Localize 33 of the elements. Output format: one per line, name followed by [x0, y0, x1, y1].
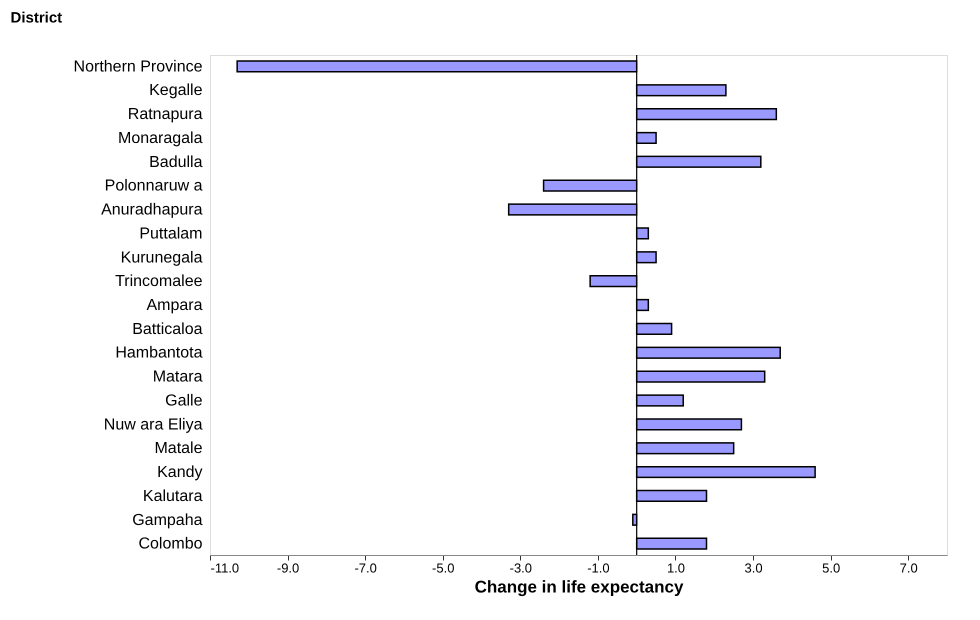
y-tick-label: Matara	[152, 368, 203, 386]
x-tick-label: 7.0	[900, 560, 918, 576]
y-tick-label: Nuw ara Eliya	[104, 416, 203, 434]
y-tick-label: Colombo	[138, 536, 203, 553]
y-tick-label: Anuradhapura	[101, 202, 203, 219]
y-tick-label: Kegalle	[149, 82, 203, 100]
x-tick-label: -9.0	[276, 560, 300, 576]
y-tick-label: Batticaloa	[132, 320, 203, 338]
y-tick-label: Puttalam	[139, 225, 202, 242]
x-tick-label: -3.0	[510, 560, 532, 576]
x-tick-label: -5.0	[432, 560, 454, 576]
y-tick-label: Ampara	[146, 297, 203, 314]
x-tick-label: -7.0	[354, 560, 377, 576]
y-tick-label: Hambantota	[115, 344, 203, 362]
y-tick-label: Kalutara	[142, 488, 203, 505]
x-tick-label: 1.0	[666, 560, 686, 576]
y-tick-label: Ratnapura	[128, 106, 203, 124]
x-tick-label: 3.0	[744, 560, 763, 576]
y-tick-label: Trincomalee	[115, 273, 203, 290]
y-tick-label: Badulla	[149, 154, 203, 171]
y-tick-label: Monaragala	[118, 130, 203, 147]
x-axis-title: Change in life expectancy	[474, 578, 684, 596]
y-tick-label: Polonnaruw a	[104, 178, 203, 195]
y-tick-label: Kandy	[157, 464, 202, 482]
y-tick-label: Galle	[165, 392, 203, 410]
y-tick-label: Northern Province	[74, 58, 203, 76]
y-tick-label: Gampaha	[132, 512, 203, 529]
y-tick-label: Kurunegala	[120, 249, 203, 266]
y-tick-label: Matale	[154, 440, 203, 458]
y-axis-title: District	[10, 10, 62, 26]
x-tick-label: 5.0	[822, 560, 840, 576]
x-tick-label: -11.0	[210, 560, 240, 576]
x-tick-label: -1.0	[587, 560, 610, 576]
